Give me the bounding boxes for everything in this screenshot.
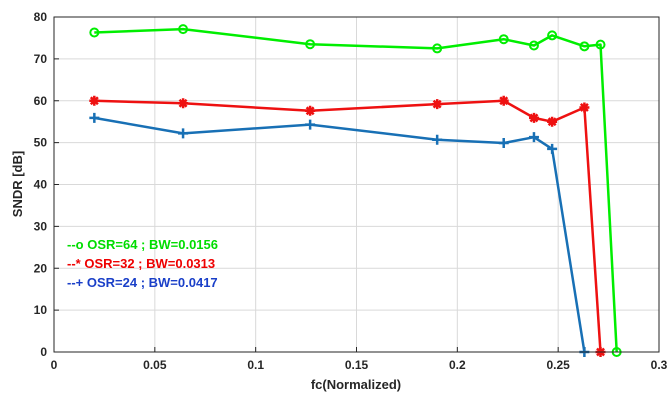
x-tick-label: 0.2: [449, 358, 466, 372]
y-tick-label: 80: [34, 10, 48, 24]
data-point: [178, 98, 189, 109]
data-point: [529, 112, 539, 123]
plot-frame: [53, 16, 660, 353]
legend-entry: --* OSR=32 ; BW=0.0313: [67, 256, 215, 271]
data-point: [547, 116, 558, 127]
data-point: [595, 39, 606, 50]
data-point: [89, 27, 100, 38]
y-tick-label: 60: [34, 94, 48, 108]
series-1: [89, 24, 622, 357]
series-line: [94, 27, 618, 353]
series-2: [89, 95, 606, 357]
x-tick-label: 0: [51, 358, 58, 372]
y-tick-label: 70: [34, 52, 48, 66]
y-tick-label: 40: [34, 178, 48, 192]
data-point: [498, 34, 509, 45]
data-point: [528, 132, 539, 143]
data-point: [547, 143, 558, 154]
data-point: [305, 105, 316, 116]
data-point: [547, 30, 558, 41]
data-point: [432, 43, 443, 54]
x-tick-label: 0.05: [143, 358, 167, 372]
data-point: [498, 138, 509, 149]
y-tick-label: 0: [40, 345, 47, 359]
x-tick-label: 0.15: [345, 358, 369, 372]
x-tick-label: 0.3: [651, 358, 668, 372]
data-point: [528, 40, 539, 51]
data-point: [498, 95, 509, 106]
legend: --o OSR=64 ; BW=0.0156 --* OSR=32 ; BW=0.…: [67, 237, 218, 290]
data-point: [432, 99, 443, 110]
data-point: [178, 128, 189, 139]
x-axis-label: fc(Normalized): [311, 377, 401, 392]
y-axis-label: SNDR [dB]: [10, 151, 25, 217]
data-point: [89, 112, 100, 123]
data-point: [305, 39, 316, 50]
legend-entry: --+ OSR=24 ; BW=0.0417: [67, 275, 218, 290]
series-line: [94, 116, 586, 353]
series-3: [89, 112, 590, 357]
x-tick-label: 0.25: [546, 358, 570, 372]
y-tick-label: 30: [34, 219, 48, 233]
y-tick-label: 50: [34, 136, 48, 150]
y-tick-label: 20: [34, 261, 48, 275]
data-point: [89, 95, 100, 106]
data-point: [579, 102, 590, 113]
series-layer: [89, 24, 622, 357]
data-point: [305, 119, 316, 130]
data-point: [178, 24, 189, 35]
legend-entry: --o OSR=64 ; BW=0.0156: [67, 237, 218, 252]
data-point: [579, 41, 590, 52]
data-point: [432, 134, 443, 145]
y-tick-label: 10: [34, 303, 48, 317]
x-tick-label: 0.1: [247, 358, 264, 372]
tick-labels: 0 0.05 0.1 0.15 0.2 0.25 0.3 0 10 20 30 40 50 60 70 80: [34, 10, 668, 372]
